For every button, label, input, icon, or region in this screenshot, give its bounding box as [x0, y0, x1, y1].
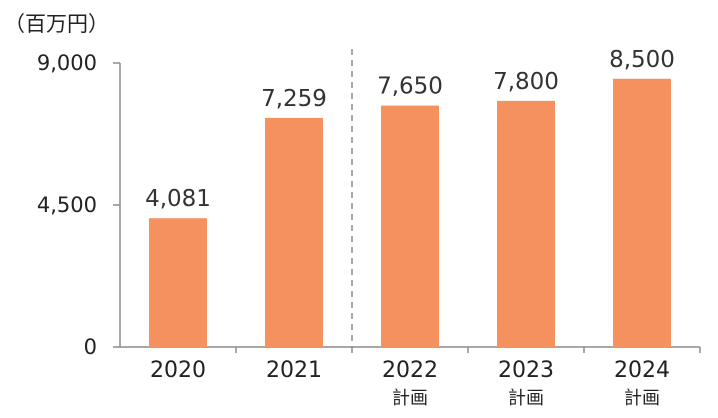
category-label-2020: 2020 [150, 358, 206, 383]
data-label-2020: 4,081 [145, 186, 211, 212]
data-label-2022: 7,650 [377, 74, 443, 100]
data-label-2021: 7,259 [261, 86, 327, 112]
unit-label: （百万円） [4, 12, 109, 36]
x-axis-ticks [235, 347, 701, 353]
data-labels: 4,081 7,259 7,650 7,800 8,500 [145, 47, 675, 212]
category-label-2023: 2023 [498, 358, 554, 383]
category-label-2024: 2024 [614, 358, 670, 383]
category-sublabel-2024: 計画 [624, 388, 660, 409]
data-label-2023: 7,800 [493, 69, 559, 95]
y-tick-label: 0 [84, 335, 97, 359]
category-sublabel-2022: 計画 [392, 388, 428, 409]
bar-2022 [381, 105, 439, 347]
y-tick-label: 9,000 [37, 51, 97, 75]
data-label-2024: 8,500 [609, 47, 675, 73]
category-label-2021: 2021 [266, 358, 322, 383]
bar-2020 [149, 218, 207, 347]
category-labels: 2020 2021 2022 計画 2023 計画 2024 計画 [150, 358, 670, 409]
bar-2023 [497, 100, 555, 347]
category-sublabel-2023: 計画 [508, 388, 544, 409]
category-label-2022: 2022 [382, 358, 438, 383]
bar-series [149, 78, 671, 348]
bar-2021 [265, 117, 323, 347]
y-axis-ticks: 0 4,500 9,000 [37, 51, 120, 359]
y-tick-label: 4,500 [37, 193, 97, 217]
bar-2024 [613, 78, 671, 348]
